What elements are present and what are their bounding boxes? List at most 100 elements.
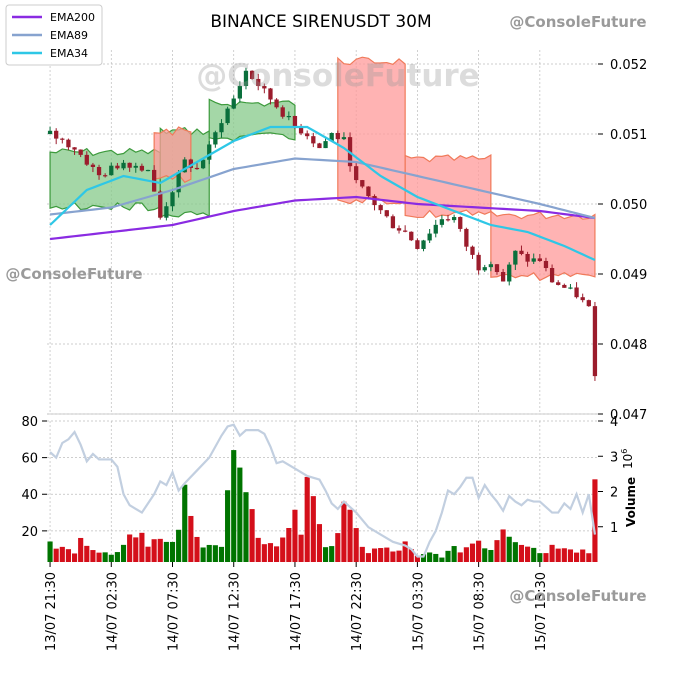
volume-bar <box>531 547 537 562</box>
time-tick-label: 14/07 12:30 <box>228 572 243 651</box>
candle-body <box>109 165 114 176</box>
candle-body <box>409 231 414 241</box>
candlestick-series <box>47 67 598 381</box>
price-tick-label: 0.049 <box>610 268 647 283</box>
candle-body <box>96 166 102 176</box>
volume-bar <box>163 541 169 562</box>
volume-bar <box>469 543 476 562</box>
volume-bar <box>194 536 200 562</box>
volume-bar <box>537 553 543 562</box>
volume-bar <box>488 549 494 562</box>
volume-bar <box>463 547 469 562</box>
volume-bar <box>249 509 255 562</box>
indicator-line <box>49 423 597 558</box>
volume-axis: 1 2 3 4 <box>598 415 618 536</box>
candle-body <box>90 164 96 167</box>
volume-bar <box>567 549 574 562</box>
volume-bar <box>592 479 598 562</box>
price-tick-label: 0.052 <box>610 58 647 73</box>
volume-bar <box>133 537 139 562</box>
candle-body <box>335 132 340 140</box>
candle-body <box>415 240 420 249</box>
volume-tick-label: 3 <box>610 450 618 465</box>
candle-body <box>507 264 512 282</box>
volume-bar <box>586 553 592 562</box>
red-cloud <box>490 210 596 282</box>
volume-bar <box>457 552 463 562</box>
volume-bar <box>378 548 384 562</box>
candle-body <box>366 186 371 197</box>
volume-bar <box>353 528 359 562</box>
time-axis: 13/07 21:30 14/07 02:30 14/07 07:30 14/07 1… <box>44 562 549 651</box>
volume-series <box>47 450 598 562</box>
volume-bar <box>420 554 427 562</box>
candle-body <box>384 210 389 217</box>
candle-body <box>470 246 475 255</box>
volume-bar <box>408 549 414 562</box>
volume-bar <box>549 544 555 562</box>
candle-body <box>188 159 194 168</box>
candle-body <box>145 169 151 172</box>
candle-body <box>500 272 506 282</box>
candle-body <box>213 132 218 145</box>
volume-bar <box>506 536 512 562</box>
candle-body <box>305 133 310 137</box>
volume-bar <box>414 555 420 562</box>
volume-bar <box>59 546 65 562</box>
volume-bar <box>298 534 304 562</box>
ema89-line <box>49 157 596 220</box>
candle-body <box>439 219 445 225</box>
volume-tick-label: 2 <box>610 486 618 501</box>
volume-bar <box>145 546 151 562</box>
volume-tick-label: 4 <box>610 415 618 430</box>
volume-bar <box>84 545 90 562</box>
indicator-tick-label: 20 <box>21 525 38 540</box>
candle-body <box>256 78 261 87</box>
volume-bar <box>427 552 433 562</box>
volume-bar <box>292 509 298 562</box>
candle-body <box>170 192 175 207</box>
volume-bar <box>280 537 286 562</box>
candle-body <box>390 216 396 229</box>
volume-bar <box>525 546 531 562</box>
candle-body <box>488 264 494 268</box>
volume-bar <box>139 532 145 562</box>
volume-axis-label: Volume <box>624 477 638 527</box>
candle-body <box>66 139 71 148</box>
legend: EMA200 EMA89 EMA34 <box>5 4 103 66</box>
volume-tick-label: 1 <box>610 521 618 536</box>
candle-body <box>341 137 347 140</box>
candle-body <box>311 136 316 144</box>
volume-bar <box>157 538 163 562</box>
candle-body <box>194 167 200 170</box>
watermark-center: @ConsoleFuture <box>196 58 479 94</box>
candle-body <box>164 206 169 218</box>
candle-body <box>103 175 108 177</box>
volume-bar <box>555 548 561 562</box>
price-axis: 0.047 0.048 0.049 0.050 0.051 0.052 <box>598 58 647 423</box>
candle-body <box>176 172 181 193</box>
time-tick-label: 14/07 22:30 <box>350 572 365 651</box>
candle-body <box>200 159 206 169</box>
candle-body <box>292 115 298 127</box>
candle-body <box>513 250 518 265</box>
volume-bar <box>310 496 316 562</box>
volume-bar <box>286 527 292 562</box>
volume-bar <box>225 490 231 562</box>
volume-bar <box>433 553 439 562</box>
volume-bar <box>65 549 71 562</box>
candle-body <box>78 149 83 155</box>
candle-body <box>445 219 451 221</box>
volume-exponent-base: 10 <box>621 454 635 469</box>
candle-body <box>482 267 487 271</box>
candle-body <box>323 141 328 149</box>
ema-lines <box>49 125 596 262</box>
volume-bar <box>384 547 390 562</box>
volume-bar <box>200 547 206 562</box>
volume-bar <box>341 501 347 562</box>
candle-body <box>249 70 255 79</box>
time-tick-label: 14/07 07:30 <box>167 572 182 651</box>
candle-body <box>525 253 530 262</box>
volume-bar <box>494 540 500 562</box>
